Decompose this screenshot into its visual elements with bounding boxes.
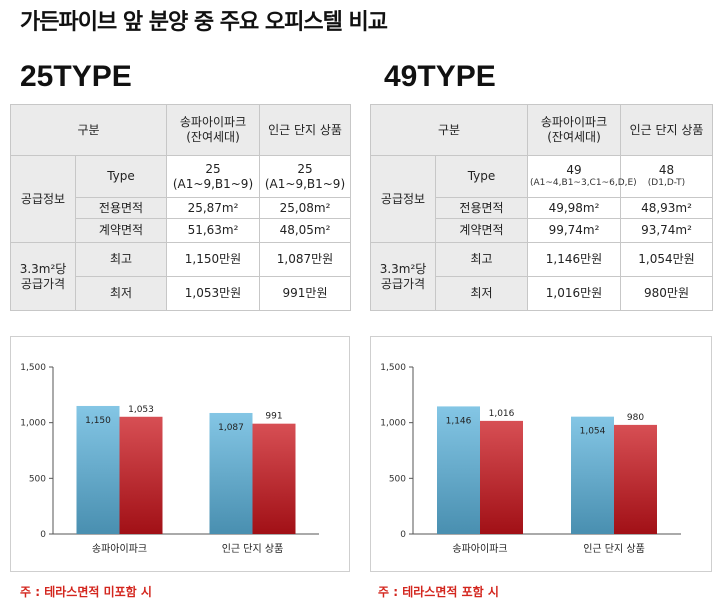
category-label: 인근 단지 상품 [583,543,645,555]
cell-min-v2: 991만원 [259,276,351,311]
bar [614,424,657,534]
cell-type-v1-sub: (A1~4,B1~3,C1~6,D,E) [530,178,637,189]
footnote-49: 주 : 테라스면적 포함 시 [378,585,499,599]
y-tick-label: 1,500 [380,363,406,373]
y-tick-label: 500 [389,474,406,484]
cell-type-v2-sub: (D1,D-T) [647,178,686,189]
category-label: 송파아이파크 [92,543,147,555]
row-label-type: Type [435,155,528,198]
y-tick-label: 1,000 [20,419,46,429]
category-label: 인근 단지 상품 [222,543,284,555]
cell-min-v2: 980만원 [620,276,713,311]
cell-max-v1: 1,150만원 [166,242,260,277]
price-label: 3.3m²당 공급가격 [10,242,76,311]
header-col2: 인근 단지 상품 [620,104,713,156]
cell-type-v2: 25 (A1~9,B1~9) [259,155,351,198]
bar [119,416,163,534]
comparison-table-49: 구분 송파아이파크 (잔여세대) 인근 단지 상품 공급정보 Type 49 (… [370,104,713,311]
cell-contract-area-v2: 93,74m² [620,218,713,243]
y-tick-label: 0 [40,530,46,540]
cell-min-v1: 1,053만원 [166,276,260,311]
bar-chart-25: 0 500 1,000 1,500 1,150 1,053 송파아이파크 1,087 991 인근… [20,363,319,555]
comparison-table-25: 구분 송파아이파크 (잔여세대) 인근 단지 상품 공급정보 Type 25 (… [10,104,351,311]
row-label-contract-area: 계약면적 [75,218,167,243]
page-title: 가든파이브 앞 분양 중 주요 오피스텔 비교 [20,10,388,35]
bar [437,406,480,534]
price-label: 3.3m²당 공급가격 [370,242,436,311]
data-label: 1,150 [85,416,111,426]
bar [480,420,523,534]
data-label: 980 [627,413,644,423]
bar [571,416,614,534]
cell-exclusive-area-v1: 25,87m² [166,197,260,219]
row-label-type: Type [75,155,167,198]
cell-type-v1-main: 25 [205,161,221,176]
row-label-max: 최고 [75,242,167,277]
header-group: 구분 [370,104,528,156]
row-label-max: 최고 [435,242,528,277]
type-title-49: 49TYPE [384,60,496,93]
header-col1-line1: 송파아이파크 [540,115,608,129]
category-label: 송파아이파크 [452,543,507,555]
data-label: 1,053 [128,405,154,415]
bar-chart-49: 0 500 1,000 1,500 1,146 1,016 송파아이파크 1,054 980 인근… [380,363,681,555]
header-col2: 인근 단지 상품 [259,104,351,156]
cell-type-v2: 48 (D1,D-T) [620,155,713,198]
cell-max-v2: 1,054만원 [620,242,713,277]
header-col1-line2: (잔여세대) [186,130,240,144]
row-label-contract-area: 계약면적 [435,218,528,243]
bar [209,412,253,534]
supply-label: 공급정보 [370,155,436,243]
header-col1-line1: 송파아이파크 [179,115,247,129]
cell-contract-area-v1: 99,74m² [527,218,621,243]
cell-contract-area-v2: 48,05m² [259,218,351,243]
cell-min-v1: 1,016만원 [527,276,621,311]
y-tick-label: 1,000 [380,419,406,429]
data-label: 1,146 [446,416,472,426]
supply-label: 공급정보 [10,155,76,243]
header-col1: 송파아이파크 (잔여세대) [527,104,621,156]
cell-type-v2-main: 48 [658,163,675,178]
cell-type-v1-main: 49 [566,163,582,178]
row-label-exclusive-area: 전용면적 [435,197,528,219]
data-label: 1,087 [218,423,244,433]
row-label-exclusive-area: 전용면적 [75,197,167,219]
bar [252,423,296,534]
cell-type-v1: 49 (A1~4,B1~3,C1~6,D,E) [527,155,637,198]
footnote-25: 주 : 테라스면적 미포함 시 [20,585,152,599]
cell-max-v1: 1,146만원 [527,242,621,277]
chart-panel-49: 0 500 1,000 1,500 1,146 1,016 송파아이파크 1,054 980 인근… [370,336,712,572]
price-label-line1: 3.3m²당 [19,261,67,276]
cell-max-v2: 1,087만원 [259,242,351,277]
cell-exclusive-area-v2: 48,93m² [620,197,713,219]
cell-type-v1-sub: (A1~9,B1~9) [172,176,254,191]
data-label: 991 [265,412,282,422]
type-title-25: 25TYPE [20,60,132,93]
data-label: 1,016 [489,409,515,419]
y-tick-label: 500 [29,474,46,484]
bar [76,405,120,534]
cell-exclusive-area-v1: 49,98m² [527,197,621,219]
cell-exclusive-area-v2: 25,08m² [259,197,351,219]
y-tick-label: 1,500 [20,363,46,373]
price-label-line2: 공급가격 [380,276,426,291]
cell-contract-area-v1: 51,63m² [166,218,260,243]
header-group: 구분 [10,104,167,156]
cell-type-v1: 25 (A1~9,B1~9) [166,155,260,198]
y-tick-label: 0 [400,530,406,540]
cell-type-v2-main: 25 [297,161,313,176]
cell-type-v2-sub: (A1~9,B1~9) [264,176,346,191]
price-label-line1: 3.3m²당 [379,261,427,276]
header-col1: 송파아이파크 (잔여세대) [166,104,260,156]
data-label: 1,054 [580,427,606,437]
price-label-line2: 공급가격 [20,276,66,291]
chart-panel-25: 0 500 1,000 1,500 1,150 1,053 송파아이파크 1,087 991 인근… [10,336,350,572]
row-label-min: 최저 [75,276,167,311]
header-col1-line2: (잔여세대) [547,130,601,144]
row-label-min: 최저 [435,276,528,311]
